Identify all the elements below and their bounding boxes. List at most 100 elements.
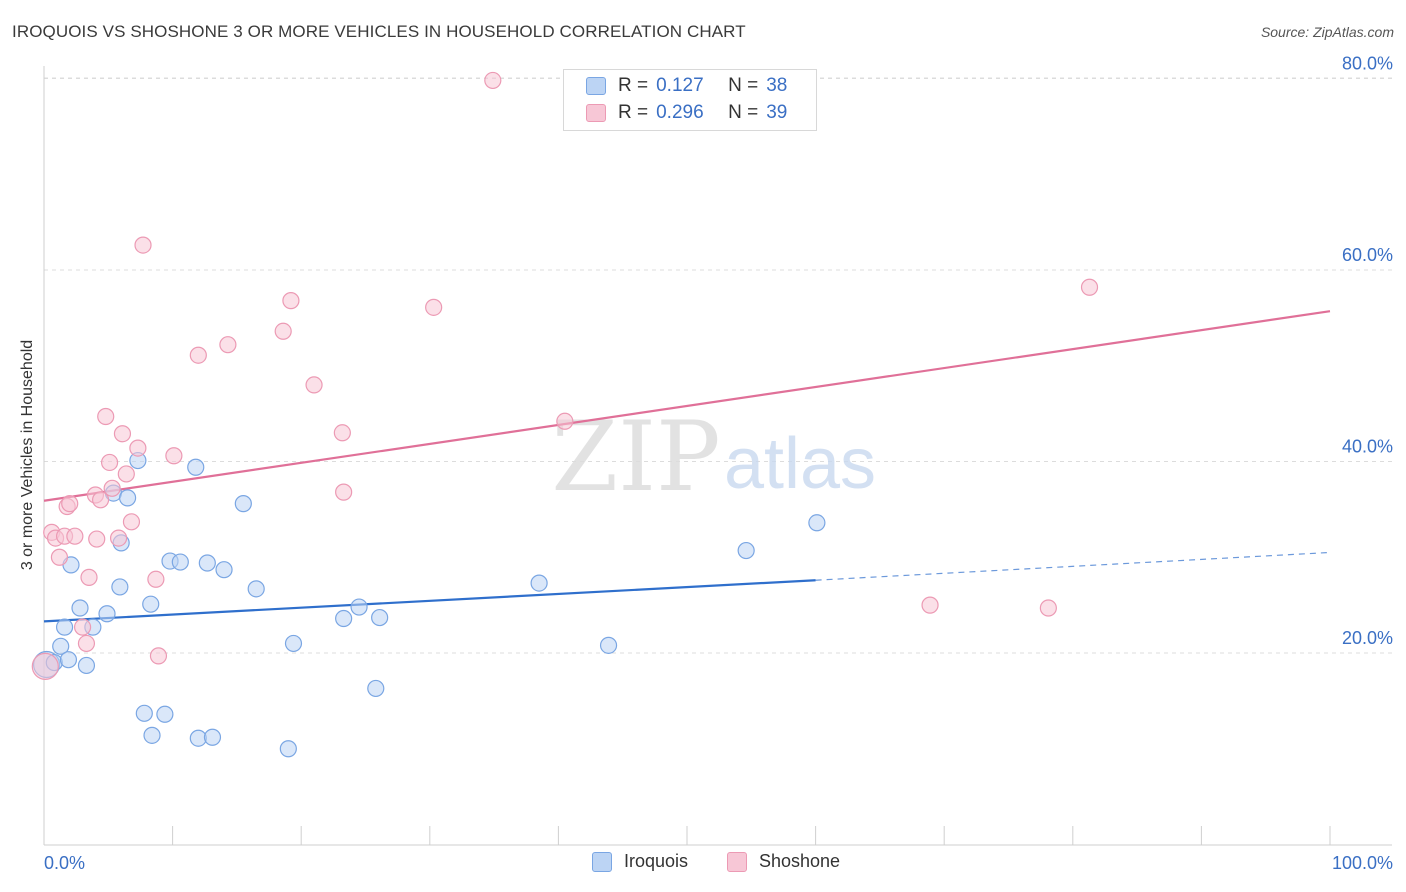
iroquois-point (156, 705, 174, 723)
iroquois-point (737, 541, 755, 560)
x-tick-label-min: 0.0% (44, 853, 85, 873)
x-tick-label-max: 100.0% (1332, 853, 1393, 873)
shoshone-point (335, 483, 353, 501)
shoshone-point (88, 530, 106, 548)
iroquois-point (247, 580, 265, 598)
iroquois-point (599, 636, 618, 654)
shoshone-point (77, 634, 96, 653)
shoshone-point (129, 439, 147, 457)
data-points (31, 71, 1099, 758)
shoshone-point (134, 236, 152, 254)
y-tick-label: 40.0% (1342, 437, 1393, 457)
gridlines (44, 77, 1392, 654)
trend-lines (43, 310, 1331, 623)
iroquois-point (198, 554, 216, 572)
bottom-legend-iroquois[interactable]: Iroquois (592, 851, 688, 872)
shoshone-point (97, 407, 115, 426)
shoshone-point (117, 465, 135, 483)
iroquois-point (52, 637, 70, 655)
shoshone-point (91, 491, 110, 509)
iroquois-point (55, 618, 74, 636)
shoshone-point (113, 425, 132, 443)
shoshone-point (556, 412, 574, 430)
shoshone-point (149, 647, 168, 665)
legend-n-value-shoshone: 39 (766, 102, 788, 123)
iroquois-point (215, 561, 233, 579)
legend-r-value-iroquois: 0.127 (656, 75, 704, 96)
shoshone-point (219, 336, 237, 354)
y-tick-label: 20.0% (1342, 628, 1393, 648)
legend-r-value-shoshone: 0.296 (656, 102, 704, 123)
legend-r-label: R = (618, 102, 649, 123)
iroquois-point (350, 598, 368, 616)
shoshone-point (274, 322, 292, 340)
source-credit: Source: ZipAtlas.com (1260, 24, 1394, 40)
legend-n-value-iroquois: 38 (766, 75, 788, 96)
shoshone-legend-label: Shoshone (759, 851, 841, 871)
iroquois-trend-line (43, 579, 816, 623)
axes (43, 66, 1392, 846)
watermark: ZIP atlas (551, 401, 876, 513)
shoshone-point (189, 346, 207, 364)
y-tick-label: 80.0% (1342, 54, 1393, 74)
iroquois-point (203, 728, 222, 746)
y-tick-label: 60.0% (1342, 245, 1393, 265)
iroquois-point (367, 679, 385, 698)
iroquois-point (187, 458, 205, 476)
iroquois-point (171, 553, 189, 571)
watermark-zip: ZIP (551, 401, 720, 513)
shoshone-point (147, 570, 165, 588)
shoshone-point (61, 495, 79, 513)
legend-row-shoshone: R = 0.296 N = 39 (586, 101, 787, 125)
shoshone-point (122, 513, 141, 531)
shoshone-point (80, 568, 98, 586)
shoshone-point (425, 298, 443, 316)
iroquois-swatch (586, 77, 606, 95)
shoshone-point (305, 376, 323, 394)
iroquois-trend-extension (815, 551, 1331, 581)
chart-title: IROQUOIS VS SHOSHONE 3 OR MORE VEHICLES … (12, 22, 746, 41)
shoshone-swatch (586, 104, 606, 122)
iroquois-point (530, 574, 548, 592)
iroquois-point (808, 514, 826, 532)
shoshone-point (333, 424, 351, 442)
shoshone-point (66, 527, 84, 545)
iroquois-legend-label: Iroquois (624, 851, 689, 871)
iroquois-point (98, 605, 116, 623)
iroquois-point (77, 656, 96, 675)
iroquois-legend-swatch (592, 851, 612, 872)
shoshone-point (282, 292, 300, 310)
shoshone-point (921, 596, 939, 614)
tick-labels: 20.0% 40.0% 60.0% 80.0% 0.0% 100.0% (44, 54, 1393, 874)
iroquois-point (118, 489, 137, 507)
watermark-atlas: atlas (724, 424, 876, 504)
legend-n-label: N = (728, 102, 759, 123)
iroquois-point (59, 651, 78, 669)
shoshone-point (1039, 599, 1057, 617)
stats-legend: R = 0.127 N = 38 R = 0.296 N = 39 (563, 69, 817, 131)
iroquois-point (335, 609, 353, 628)
bottom-legend-shoshone[interactable]: Shoshone (727, 851, 840, 872)
iroquois-point (279, 740, 297, 758)
iroquois-point (371, 608, 389, 627)
shoshone-point (484, 71, 502, 90)
iroquois-point (71, 599, 89, 617)
shoshone-point (100, 453, 119, 472)
shoshone-legend-swatch (727, 851, 747, 872)
shoshone-point (73, 618, 92, 636)
shoshone-point (103, 479, 121, 497)
iroquois-point (135, 704, 153, 722)
legend-r-label: R = (618, 75, 649, 96)
shoshone-point (109, 529, 128, 547)
legend-row-iroquois: R = 0.127 N = 38 (586, 74, 787, 98)
shoshone-point (1080, 278, 1099, 296)
iroquois-point (234, 495, 252, 513)
iroquois-point (111, 578, 129, 596)
shoshone-point (50, 548, 69, 566)
iroquois-point (143, 726, 161, 744)
iroquois-point (142, 595, 160, 613)
iroquois-point (284, 634, 303, 653)
shoshone-trend-line (43, 310, 1331, 502)
shoshone-point (165, 447, 183, 465)
